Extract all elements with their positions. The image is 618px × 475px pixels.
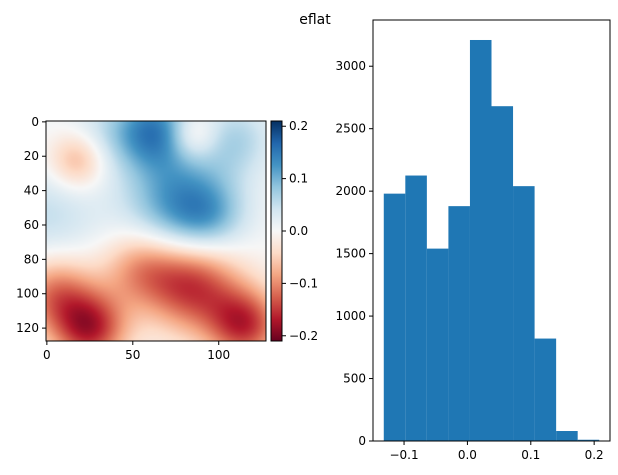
histogram-bar [426,248,449,441]
colorbar-tick-label: 0.1 [289,172,308,186]
colorbar-tick-label: 0.2 [289,119,308,133]
heatmap-image [46,121,266,341]
histogram-bar [448,206,470,441]
colorbar-fill [271,121,282,341]
histogram-bar [405,175,427,441]
heatmap-x-axis: 0 50 100 [43,341,230,362]
histogram-bar [577,439,600,441]
histogram-panel: −0.1 0.0 0.1 0.2 0 500 1000 1500 2000 2500 3000 [335,19,611,462]
heatmap-y-tick-label: 120 [16,321,39,335]
heatmap-y-tick-label: 60 [24,218,39,232]
histogram-bar [534,338,557,441]
histogram-bar [383,193,406,441]
histogram-x-tick-label: −0.1 [389,448,418,462]
histogram-x-axis: −0.1 0.0 0.1 0.2 [389,441,604,462]
histogram-y-tick-label: 1500 [335,247,366,261]
heatmap-y-tick-label: 100 [16,287,39,301]
histogram-bar [513,186,535,441]
histogram-y-tick-label: 500 [343,372,366,386]
heatmap-panel: 0 50 100 0 20 40 60 80 100 120 [16,115,267,362]
histogram-x-tick-label: 0.0 [458,448,477,462]
heatmap-y-tick-label: 20 [24,149,39,163]
histogram-bar [491,106,514,441]
colorbar-axis: −0.2 −0.1 0.0 0.1 0.2 [282,119,318,343]
histogram-y-tick-label: 2000 [335,184,366,198]
histogram-y-tick-label: 3000 [335,59,366,73]
histogram-x-tick-label: 0.1 [521,448,540,462]
colorbar-tick-label: 0.0 [289,224,308,238]
histogram-bars [383,39,600,441]
histogram-y-tick-label: 0 [358,434,366,448]
heatmap-y-tick-label: 40 [24,184,39,198]
colorbar: −0.2 −0.1 0.0 0.1 0.2 [270,119,318,343]
histogram-x-tick-label: 0.2 [585,448,604,462]
heatmap-x-tick-label: 50 [125,348,140,362]
histogram-y-tick-label: 2500 [335,122,366,136]
figure-title: eflat [299,12,331,28]
histogram-y-tick-label: 1000 [335,309,366,323]
histogram-bar [556,431,578,441]
colorbar-tick-label: −0.2 [289,329,318,343]
colorbar-tick-label: −0.1 [289,276,318,290]
heatmap-y-tick-label: 80 [24,252,39,266]
histogram-bar [469,39,492,441]
histogram-frame [372,19,611,442]
histogram-y-axis: 0 500 1000 1500 2000 2500 3000 [335,59,373,448]
heatmap-x-tick-label: 100 [207,348,230,362]
heatmap-x-tick-label: 0 [43,348,51,362]
heatmap-y-axis: 0 20 40 60 80 100 120 [16,115,46,335]
heatmap-frame [45,120,267,342]
heatmap-y-tick-label: 0 [31,115,39,129]
